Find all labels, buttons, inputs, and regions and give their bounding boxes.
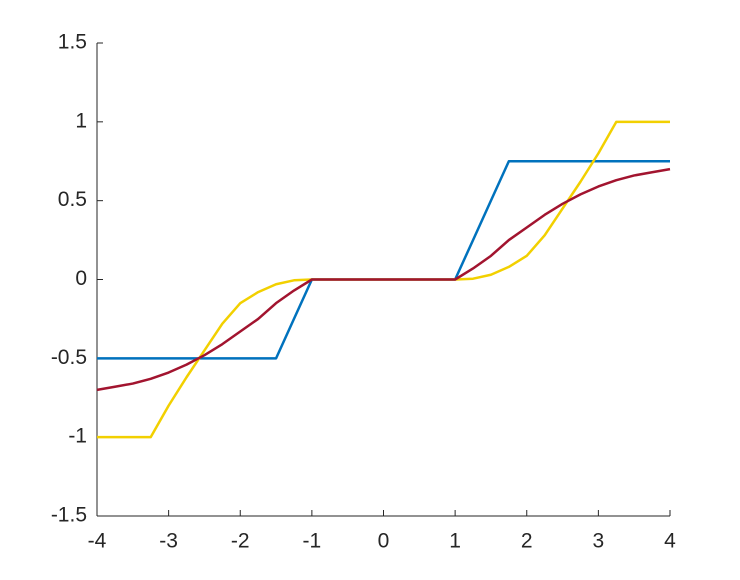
x-tick-label: -4 [88,530,107,553]
x-tick-label: -2 [231,530,250,553]
x-tick-label: 4 [664,530,676,553]
x-tick-label: -3 [159,530,178,553]
y-tick-label: 0.5 [58,188,87,211]
x-tick-label: 0 [378,530,390,553]
x-tick-label: 2 [521,530,533,553]
x-tick-label: -1 [303,530,322,553]
x-tick-label: 3 [593,530,605,553]
y-tick-label: 1.5 [58,31,87,54]
y-tick-label: 0 [75,267,87,290]
y-tick-label: 1 [75,109,87,132]
x-tick-label: 1 [449,530,461,553]
y-tick-label: -0.5 [51,346,87,369]
data-line [97,160,670,360]
y-tick-label: -1 [68,425,87,448]
y-tick-label: -1.5 [51,504,87,527]
data-line [96,167,671,392]
